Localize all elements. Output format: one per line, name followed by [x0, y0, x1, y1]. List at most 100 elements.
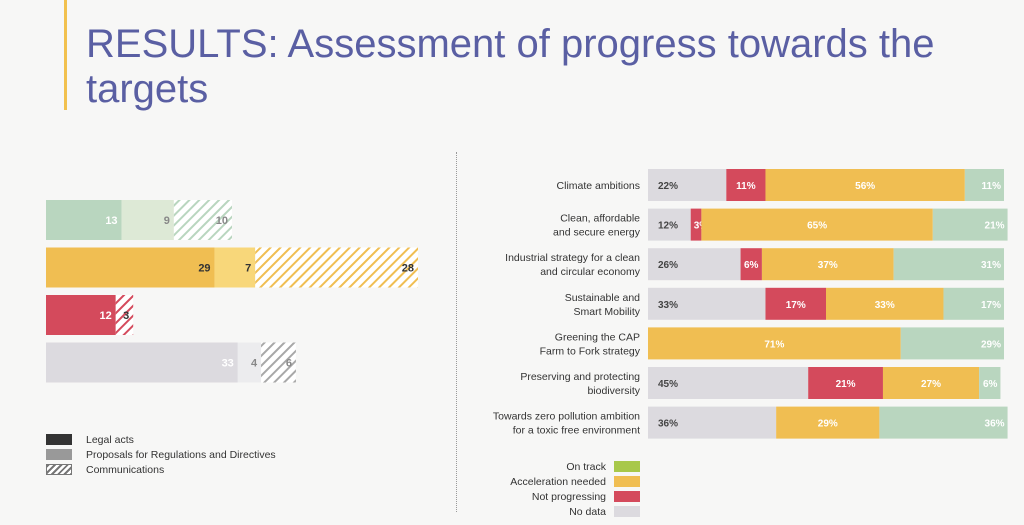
right-bar-segment — [932, 208, 1008, 241]
left-bar-segment — [173, 200, 232, 240]
target-label: Clean, affordable and secure energy — [553, 213, 641, 239]
left-bar-segment — [237, 342, 262, 383]
no-data-swatch — [614, 506, 640, 517]
right-bar-value: 29% — [981, 339, 1001, 350]
left-bar-value: 4 — [251, 358, 258, 370]
right-bar-value: 11% — [982, 181, 1002, 192]
left-bar-segment — [46, 247, 215, 288]
right-bar-segment — [893, 248, 1004, 281]
right-bar-segment — [776, 406, 880, 439]
right-bar-value: 6% — [983, 379, 998, 390]
target-label: Greening the CAP Farm to Fork strategy — [540, 331, 641, 357]
right-bar-segment — [808, 367, 883, 399]
legend-no-data-label: No data — [569, 505, 606, 518]
title-accent-bar — [64, 0, 67, 110]
left-bar-segment — [214, 247, 256, 288]
left-bar-value: 12 — [100, 310, 112, 322]
left-bar-value: 10 — [216, 215, 228, 227]
left-bar-segment — [46, 200, 122, 240]
right-bar-segment — [765, 169, 965, 201]
right-bar-segment — [740, 248, 762, 281]
legend-proposals-label: Proposals for Regulations and Directives — [86, 448, 276, 461]
right-bar-segment — [964, 169, 1004, 201]
right-bar-segment — [648, 327, 901, 360]
right-bar-value: 3% — [694, 221, 709, 232]
right-bar-value: 37% — [818, 260, 838, 271]
right-bar-value: 6% — [744, 260, 759, 271]
right-bar-segment — [761, 248, 894, 281]
status-legend: On track Acceleration needed Not progres… — [470, 459, 640, 519]
right-bar-segment — [765, 287, 826, 320]
right-bar-value: 31% — [981, 260, 1001, 271]
left-bar-value: 6 — [286, 358, 292, 370]
right-bar-segment — [900, 327, 1004, 360]
right-bar-value: 36% — [985, 419, 1005, 430]
left-bar-value: 7 — [245, 263, 251, 275]
right-bar-value: 29% — [818, 419, 838, 430]
slide-title: RESULTS: Assessment of progress towards … — [86, 22, 935, 111]
right-bar-segment — [648, 406, 777, 439]
right-bar-value: 11% — [736, 181, 756, 192]
left-bar-segment — [121, 200, 174, 240]
panel-divider — [456, 152, 457, 512]
target-label: Sustainable and Smart Mobility — [565, 292, 641, 318]
right-bar-segment — [879, 406, 1008, 439]
right-bar-segment — [690, 208, 702, 241]
right-bar-value: 27% — [921, 379, 941, 390]
not-progressing-swatch — [614, 491, 640, 502]
legend-on-track-label: On track — [566, 460, 606, 473]
left-bar-segment — [255, 247, 418, 288]
on-track-swatch — [614, 461, 640, 472]
left-bar-segment — [261, 342, 296, 383]
left-bar-value: 28 — [402, 263, 414, 275]
instrument-legend: Legal acts Proposals for Regulations and… — [46, 432, 276, 477]
left-bar-value: 33 — [222, 358, 234, 370]
left-bar-value: 29 — [198, 263, 210, 275]
right-bar-value: 17% — [981, 300, 1001, 311]
right-bar-segment — [943, 287, 1004, 320]
right-bar-value: 12% — [658, 221, 678, 232]
legend-communications-label: Communications — [86, 463, 165, 476]
acceleration-swatch — [614, 476, 640, 487]
proposals-swatch — [46, 449, 72, 460]
right-bar-value: 33% — [875, 300, 895, 311]
left-bar-segment — [46, 295, 116, 335]
legend-not-progressing-label: Not progressing — [531, 490, 606, 503]
left-bar-value: 3 — [123, 310, 129, 322]
left-bar-value: 13 — [105, 215, 117, 227]
right-bar-segment — [826, 287, 944, 320]
right-bar-value: 21% — [836, 379, 856, 390]
legend-on-track: On track — [470, 459, 640, 474]
legend-legal-acts: Legal acts — [46, 432, 276, 447]
right-bar-value: 26% — [658, 260, 678, 271]
right-bar-value: 33% — [658, 300, 678, 311]
right-bar-value: 17% — [786, 300, 806, 311]
legal-acts-swatch — [46, 434, 72, 445]
right-bar-segment — [701, 208, 933, 241]
legend-legal-label: Legal acts — [86, 433, 134, 446]
right-bar-segment — [979, 367, 1001, 399]
legend-acceleration-label: Acceleration needed — [510, 475, 606, 488]
target-label: Towards zero pollution ambition for a tox… — [493, 411, 640, 437]
legend-not-progressing: Not progressing — [470, 489, 640, 504]
right-bar-value: 65% — [807, 221, 827, 232]
left-bar-segment — [46, 342, 238, 383]
right-bar-value: 36% — [658, 419, 678, 430]
right-bar-segment — [726, 169, 766, 201]
communications-swatch — [46, 464, 72, 475]
right-bar-value: 56% — [855, 181, 875, 192]
target-label: Industrial strategy for a clean and circu… — [505, 252, 641, 278]
legend-acceleration: Acceleration needed — [470, 474, 640, 489]
right-bar-value: 21% — [985, 221, 1005, 232]
right-bar-segment — [648, 367, 809, 399]
right-bar-segment — [648, 208, 691, 241]
legend-communications: Communications — [46, 462, 276, 477]
target-label: Climate ambitions — [557, 180, 640, 192]
right-bar-value: 71% — [764, 339, 784, 350]
target-label: Preserving and protecting biodiversity — [520, 371, 640, 397]
right-bar-segment — [648, 287, 766, 320]
left-bar-value: 9 — [164, 215, 170, 227]
right-bar-segment — [648, 248, 741, 281]
legend-no-data: No data — [470, 504, 640, 519]
